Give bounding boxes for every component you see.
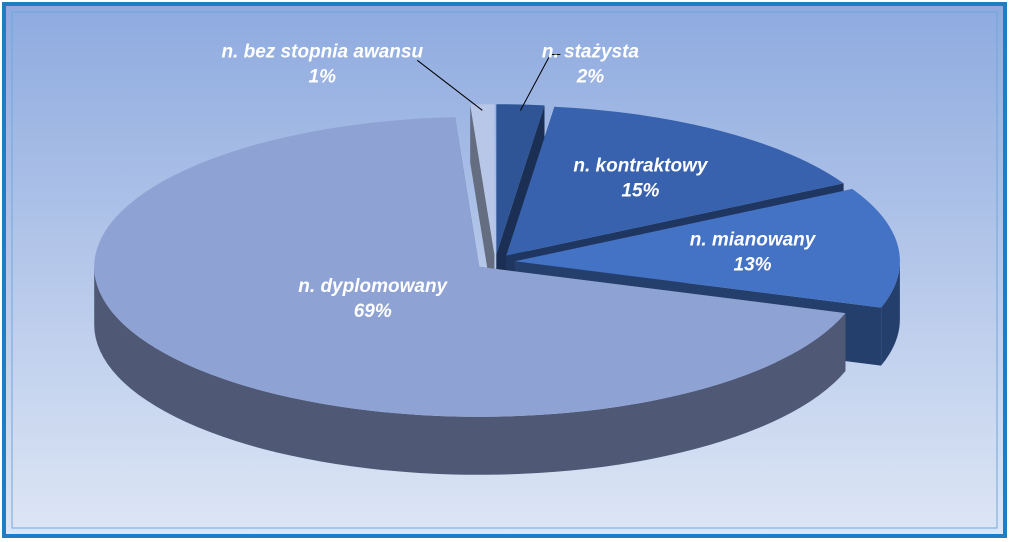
- slice: [94, 117, 846, 417]
- slice-wall: [94, 266, 846, 475]
- slice-value-label: 13%: [734, 255, 772, 276]
- slice: [496, 104, 545, 255]
- slice: [470, 104, 495, 255]
- leader-line: [416, 59, 483, 111]
- slice: [514, 189, 900, 308]
- slice-side: [470, 104, 495, 313]
- leader-line: [519, 54, 561, 111]
- slice-label: n. kontraktowy: [573, 156, 709, 177]
- slice-value-label: 69%: [354, 301, 392, 322]
- slice-wall: [881, 261, 900, 366]
- chart-inner-frame: [11, 11, 998, 529]
- slice-value-label: 15%: [621, 181, 659, 202]
- slice-label: n. stażysta: [542, 42, 640, 63]
- slice: [506, 106, 844, 256]
- slice-value-label: 2%: [576, 67, 605, 88]
- slice-value-label: 1%: [309, 66, 337, 87]
- slice-label: n. dyplomowany: [298, 276, 448, 297]
- slice-label: n. bez stopnia awansu: [221, 41, 423, 62]
- slice-label: n. mianowany: [690, 230, 817, 251]
